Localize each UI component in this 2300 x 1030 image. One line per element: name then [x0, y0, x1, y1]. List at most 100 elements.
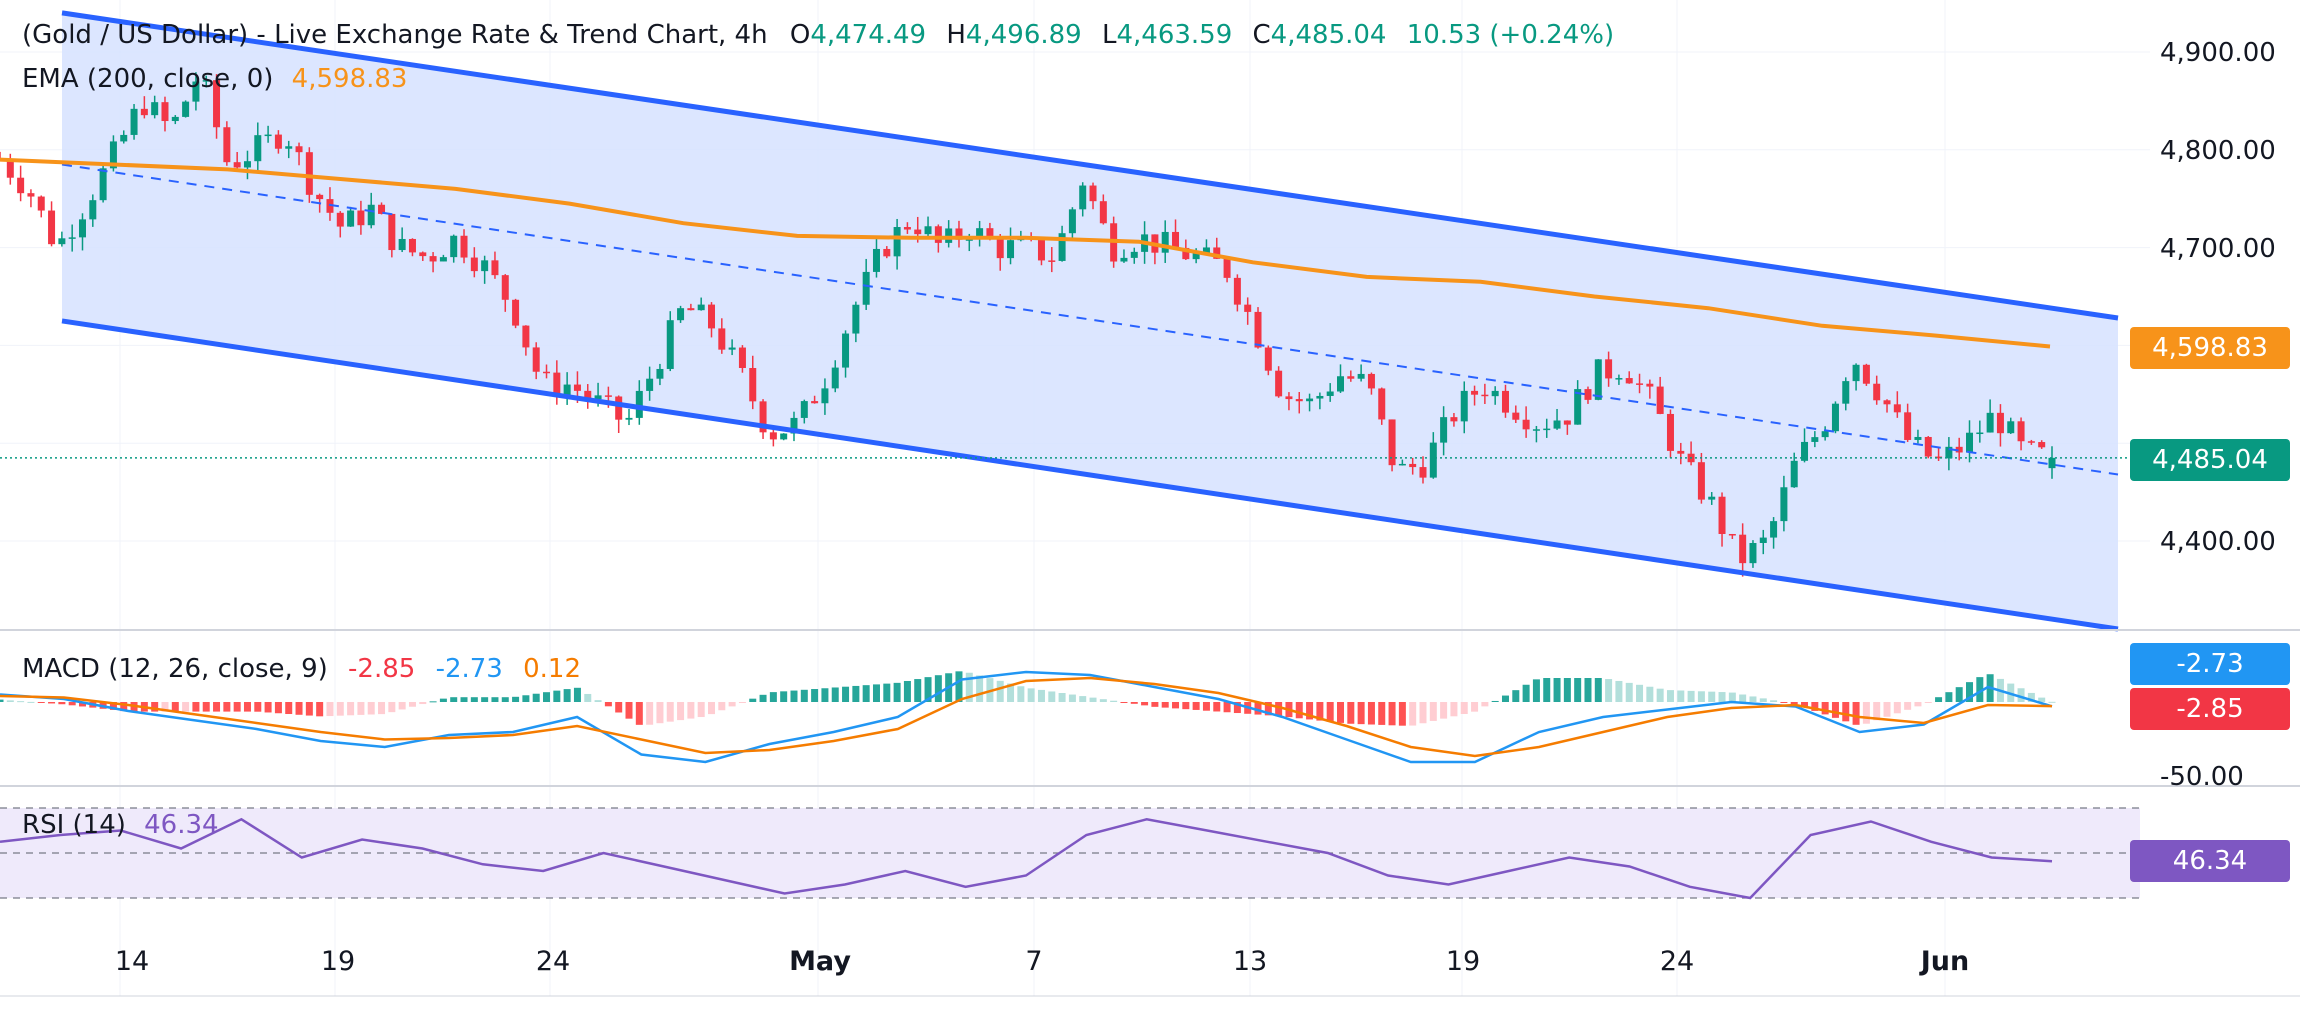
candle-body [965, 239, 973, 241]
macd-hist-bar [1347, 702, 1355, 724]
candle-body [594, 395, 602, 400]
macd-hist-bar [151, 702, 159, 712]
y-label-4800: 4,800.00 [2160, 136, 2276, 166]
price-badge: 4,485.04 [2130, 439, 2290, 481]
macd-hist-bar [1337, 702, 1345, 723]
candle-body [1594, 359, 1602, 400]
candle-body [481, 260, 489, 272]
candle-body [89, 200, 97, 220]
candle-body [1996, 412, 2004, 434]
macd-hist-bar [687, 702, 695, 719]
candle-body [336, 212, 344, 227]
candle-body [1295, 399, 1303, 402]
candle-body [934, 226, 942, 243]
candle-body [1646, 383, 1654, 387]
macd-hist-bar [1357, 702, 1365, 725]
candle-body [914, 229, 922, 235]
candle-body [800, 401, 808, 418]
macd-hist-bar [285, 702, 293, 715]
macd-hist-bar [1254, 702, 1262, 715]
candle-body [398, 238, 406, 251]
macd-hist-bar [1677, 690, 1685, 702]
macd-hist-bar [1935, 697, 1943, 702]
macd-hist-bar [1955, 687, 1963, 702]
macd-hist-bar [1646, 686, 1654, 702]
macd-hist-bar [1099, 699, 1107, 702]
candle-body [821, 388, 829, 404]
candle-body [573, 384, 581, 391]
macd-hist-bar [1089, 697, 1097, 702]
macd-hist-bar [2017, 688, 2025, 702]
legend-rsi-label: RSI (14) [22, 810, 126, 840]
candle-body [1986, 412, 1994, 433]
candle-body [707, 304, 715, 329]
macd-hist-bar [1625, 682, 1633, 702]
candle-body [1089, 185, 1097, 202]
candle-body [1574, 389, 1582, 425]
macd-hist-bar [1904, 702, 1912, 710]
macd-hist-bar [120, 702, 128, 712]
macd-hist-bar [728, 702, 736, 707]
legend-open-label: O [789, 20, 811, 50]
candle-body [1749, 542, 1757, 564]
macd-hist-bar [903, 680, 911, 702]
channel-mid-line [61, 163, 2119, 476]
macd-hist-bar [883, 683, 891, 702]
legend-line-macd: MACD (12, 26, close, 9) -2.85 -2.73 0.12 [22, 654, 581, 684]
macd-hist-bar [1481, 702, 1489, 707]
macd-hist-bar [769, 692, 777, 702]
candle-body [1244, 304, 1252, 312]
macd-hist-bar [1172, 702, 1180, 709]
macd-hist-bar [697, 702, 705, 718]
macd-hist-bar [1264, 702, 1272, 716]
macd-hist-bar [1862, 702, 1870, 724]
candle-body [439, 257, 447, 262]
candle-body [2017, 421, 2025, 442]
legend-macd-value: -2.85 [348, 654, 416, 684]
macd-hist-bar [58, 702, 66, 705]
macd-hist-bar [893, 682, 901, 702]
candle-body [1429, 442, 1437, 478]
macd-hist-bar [635, 702, 643, 725]
macd-hist-bar [1831, 702, 1839, 718]
macd-hist-bar [295, 702, 303, 715]
candle-body [120, 134, 128, 142]
macd-hist-bar [1666, 690, 1674, 702]
candle-body [450, 235, 458, 258]
candle-body [584, 390, 592, 400]
macd-hist-bar [965, 672, 973, 702]
macd-hist-bar [213, 702, 221, 712]
macd-hist-bar [1594, 678, 1602, 702]
ema-line [0, 157, 2051, 349]
macd-hist-bar [1068, 694, 1076, 702]
channel-fill [62, 12, 2118, 630]
candle-body [2048, 457, 2056, 469]
macd-hist-bar [1873, 702, 1881, 721]
macd-hist-bar [1151, 702, 1159, 707]
candle-body [1625, 378, 1633, 384]
candle-body [1337, 376, 1345, 392]
macd-hist-bar [1811, 702, 1819, 711]
macd-hist-bar [811, 689, 819, 702]
macd-hist-bar [481, 697, 489, 702]
candle-body [1605, 359, 1613, 379]
macd-hist-bar [1924, 702, 1932, 703]
candle-body [1481, 394, 1489, 397]
macd-hist-bar [1141, 702, 1149, 706]
candle-body [1543, 428, 1551, 431]
candle-body [1790, 460, 1798, 488]
candle-body [1254, 311, 1262, 348]
candle-body [202, 80, 210, 82]
macd-hist-bar [1429, 702, 1437, 721]
candle-body [759, 401, 767, 433]
candle-body [109, 141, 117, 169]
candle-body [1450, 417, 1458, 422]
macd-hist-bar [429, 701, 437, 703]
candle-body [728, 347, 736, 350]
candle-body [625, 417, 633, 420]
macd-hist-bar [254, 702, 262, 712]
candle-body [697, 304, 705, 311]
candle-body [1512, 412, 1520, 420]
candle-body [738, 347, 746, 368]
